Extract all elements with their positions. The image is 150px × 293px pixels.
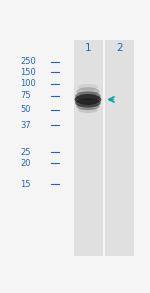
Ellipse shape [78, 84, 98, 90]
Bar [74, 40, 103, 256]
Text: 1: 1 [85, 43, 92, 53]
Text: 25: 25 [20, 148, 30, 157]
Ellipse shape [75, 94, 101, 105]
Text: 15: 15 [20, 180, 30, 189]
Ellipse shape [76, 87, 100, 96]
Text: 50: 50 [20, 105, 30, 114]
Text: 100: 100 [20, 79, 36, 88]
Ellipse shape [75, 91, 101, 101]
Ellipse shape [75, 98, 101, 108]
Ellipse shape [78, 108, 98, 113]
Bar [105, 40, 134, 256]
Text: 75: 75 [20, 91, 31, 100]
Ellipse shape [76, 102, 100, 110]
Text: 2: 2 [117, 43, 123, 53]
Text: 37: 37 [20, 121, 31, 130]
Text: 250: 250 [20, 57, 36, 66]
Text: 150: 150 [20, 68, 36, 77]
Text: 20: 20 [20, 159, 30, 168]
